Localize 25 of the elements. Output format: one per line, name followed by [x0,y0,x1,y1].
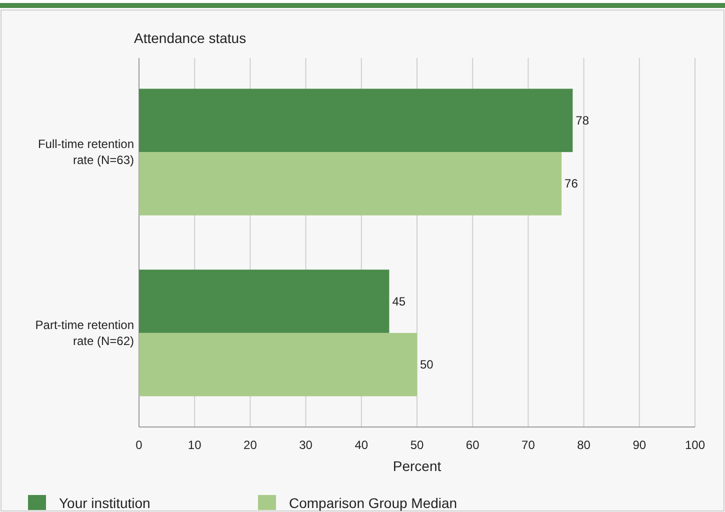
y-tick-label: Full-time retention rate (N=63) [38,137,134,168]
data-label: 50 [420,358,434,372]
x-tick-label: 50 [410,438,424,452]
x-tick-label: 90 [632,438,646,452]
legend-label: Your institution [59,495,150,511]
legend-label: Comparison Group Median [289,495,458,511]
x-tick-label: 80 [577,438,591,452]
x-tick-label: 20 [244,438,258,452]
data-label: 76 [564,176,578,191]
x-tick-label: 60 [466,438,480,452]
x-tick-label: 10 [188,438,202,452]
x-tick-label: 100 [684,438,706,452]
x-tick-label: 40 [354,438,368,452]
x-axis-title: Percent [392,458,442,474]
bar [139,332,417,396]
y-axis-title: Attendance status [134,30,246,46]
x-tick-label: 70 [522,438,536,452]
y-tick-label: Part-time retention rate (N=62) [35,318,134,348]
bar [139,152,562,216]
data-label: 45 [392,294,406,308]
bar [139,88,573,152]
data-label: 78 [576,113,590,128]
x-tick-label: 0 [136,438,143,452]
x-tick-label: 30 [299,438,313,452]
bar [139,270,390,333]
